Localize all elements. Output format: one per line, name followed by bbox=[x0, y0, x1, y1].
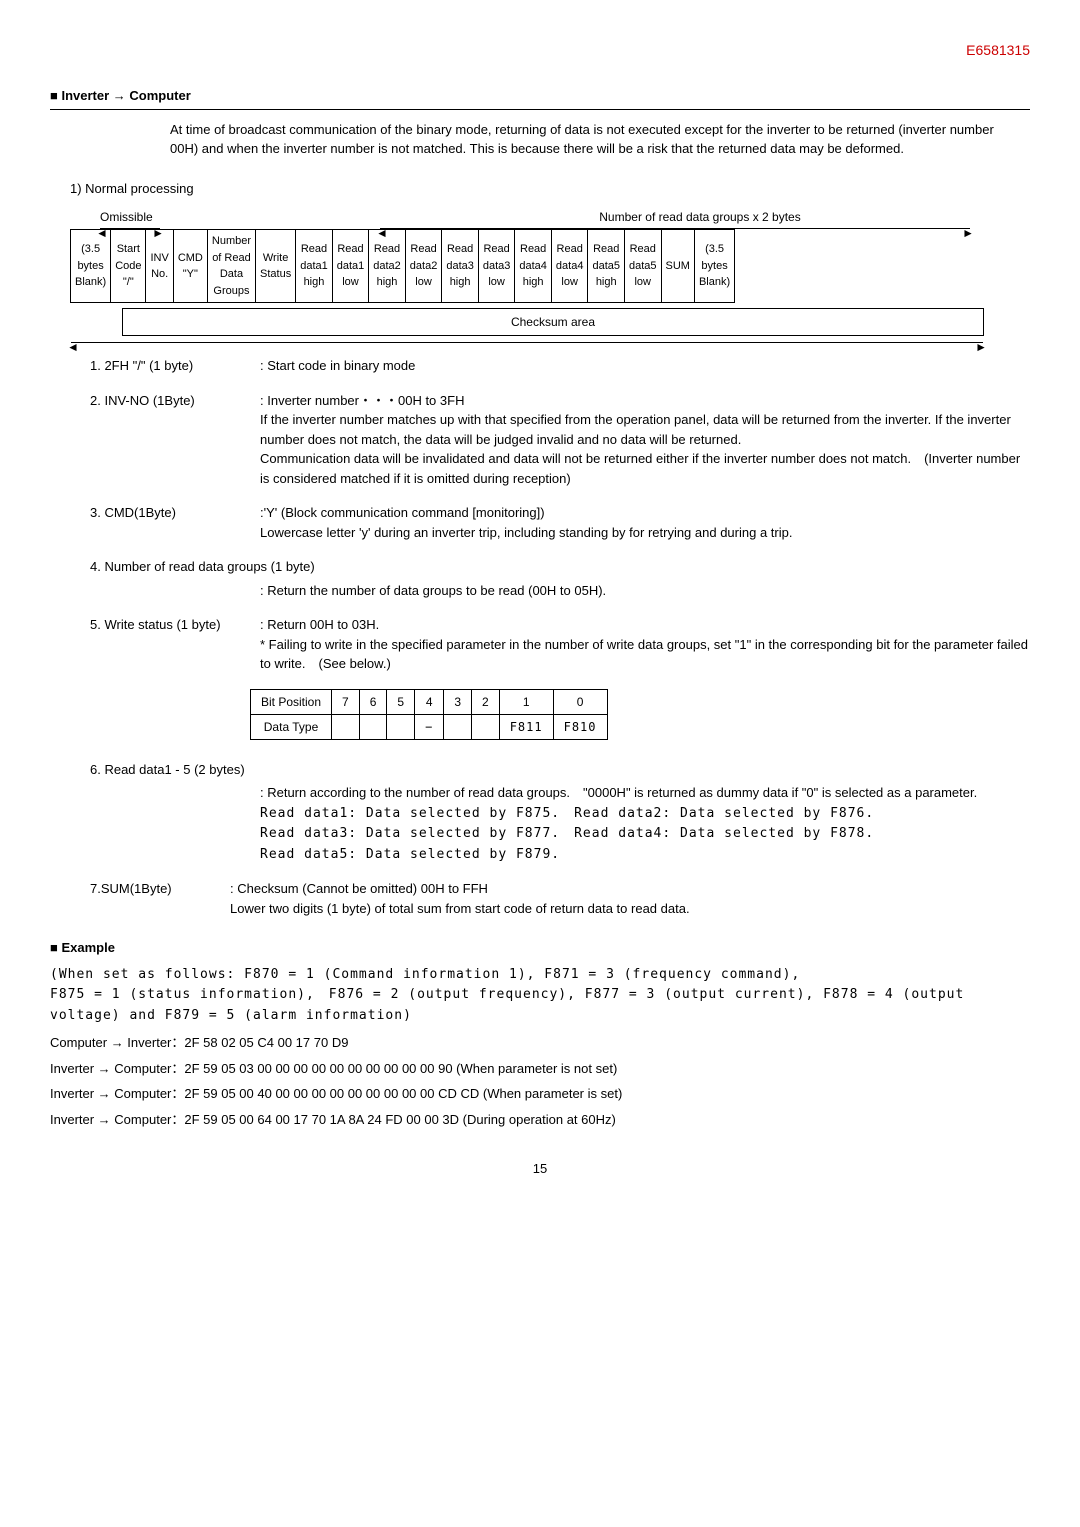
packet-cell: Read data1 low bbox=[332, 230, 369, 303]
bit-cell bbox=[359, 714, 387, 739]
def7-extra: Lower two digits (1 byte) of total sum f… bbox=[230, 899, 1030, 919]
example-line: Computer → Inverter：2F 58 02 05 C4 00 17… bbox=[50, 1033, 1030, 1053]
def6-content: : Return according to the number of read… bbox=[260, 783, 1030, 803]
bit-cell bbox=[472, 714, 500, 739]
bit-cell: 6 bbox=[359, 689, 387, 714]
bit-header: Data Type bbox=[251, 714, 332, 739]
def5-label: 5. Write status (1 byte) bbox=[90, 615, 260, 674]
section-title: ■ Inverter → Computer bbox=[50, 86, 1030, 106]
packet-cell: CMD "Y" bbox=[173, 230, 207, 303]
packet-diagram: Omissible ◄ ► Number of read data groups… bbox=[50, 208, 1030, 336]
def7-label: 7.SUM(1Byte) bbox=[90, 879, 230, 918]
bit-cell: F810 bbox=[553, 714, 607, 739]
intro-text: At time of broadcast communication of th… bbox=[170, 120, 1000, 159]
num-read-label: Number of read data groups x 2 bytes ◄ ► bbox=[370, 208, 1030, 229]
packet-cell: Read data2 low bbox=[405, 230, 442, 303]
bit-cell bbox=[444, 714, 472, 739]
checksum-label: Checksum area bbox=[511, 315, 595, 329]
packet-cell: Number of Read Data Groups bbox=[207, 230, 255, 303]
bit-cell: − bbox=[415, 714, 444, 739]
def2-label: 2. INV-NO (1Byte) bbox=[90, 391, 260, 489]
example-body: (When set as follows: F870 = 1 (Command … bbox=[50, 964, 1030, 1026]
def2-content: : Inverter number・・・00H to 3FH bbox=[260, 391, 1030, 411]
bit-header: Bit Position bbox=[251, 689, 332, 714]
bit-cell: 2 bbox=[472, 689, 500, 714]
def6-r1: Read data1: Data selected by F875. Read … bbox=[260, 803, 1030, 824]
def3-label: 3. CMD(1Byte) bbox=[90, 503, 260, 542]
example-line: Inverter → Computer：2F 59 05 00 40 00 00… bbox=[50, 1084, 1030, 1104]
def1-content: : Start code in binary mode bbox=[260, 356, 1030, 376]
def6-r2: Read data3: Data selected by F877. Read … bbox=[260, 823, 1030, 844]
definitions: 1. 2FH "/" (1 byte) : Start code in bina… bbox=[90, 356, 1030, 674]
bit-cell: 5 bbox=[387, 689, 415, 714]
packet-cell: (3.5 bytes Blank) bbox=[694, 230, 734, 303]
bit-table: Bit Position76543210 Data Type − F811F810 bbox=[250, 689, 608, 740]
packet-cell: Read data4 low bbox=[551, 230, 588, 303]
def3-extra: Lowercase letter 'y' during an inverter … bbox=[260, 523, 1030, 543]
def3-content: :'Y' (Block communication command [monit… bbox=[260, 503, 1030, 523]
bit-cell bbox=[387, 714, 415, 739]
def4-label: 4. Number of read data groups (1 byte) bbox=[90, 557, 1030, 577]
example-line: Inverter → Computer：2F 59 05 03 00 00 00… bbox=[50, 1059, 1030, 1079]
def5-content: : Return 00H to 03H. bbox=[260, 615, 1030, 635]
packet-cell: Read data5 high bbox=[588, 230, 625, 303]
omissible-label: Omissible ◄ ► bbox=[70, 208, 230, 229]
page-number: 15 bbox=[50, 1159, 1030, 1179]
def1-label: 1. 2FH "/" (1 byte) bbox=[90, 356, 260, 376]
def4-content: : Return the number of data groups to be… bbox=[260, 581, 1030, 601]
bit-cell: F811 bbox=[499, 714, 553, 739]
bit-cell: 1 bbox=[499, 689, 553, 714]
def6-r3: Read data5: Data selected by F879. bbox=[260, 844, 1030, 865]
bit-cell: 0 bbox=[553, 689, 607, 714]
packet-cell: Read data3 low bbox=[478, 230, 515, 303]
bit-cell: 7 bbox=[332, 689, 360, 714]
doc-id: E6581315 bbox=[50, 40, 1030, 61]
packet-table: (3.5 bytes Blank)Start Code "/"INV No.CM… bbox=[70, 229, 735, 303]
packet-cell: Read data5 low bbox=[624, 230, 661, 303]
example-lines: Computer → Inverter：2F 58 02 05 C4 00 17… bbox=[50, 1033, 1030, 1129]
divider bbox=[50, 109, 1030, 110]
bit-cell: 4 bbox=[415, 689, 444, 714]
def6-label: 6. Read data1 - 5 (2 bytes) bbox=[90, 760, 1030, 780]
def7-content: : Checksum (Cannot be omitted) 00H to FF… bbox=[230, 879, 1030, 899]
bit-cell: 3 bbox=[444, 689, 472, 714]
packet-cell: SUM bbox=[661, 230, 694, 303]
def5-extra: * Failing to write in the specified para… bbox=[260, 635, 1030, 674]
bit-cell bbox=[332, 714, 360, 739]
packet-cell: Read data4 high bbox=[515, 230, 552, 303]
packet-cell: Write Status bbox=[256, 230, 296, 303]
packet-cell: Read data1 high bbox=[296, 230, 333, 303]
definitions-cont: 6. Read data1 - 5 (2 bytes) : Return acc… bbox=[90, 760, 1030, 919]
packet-cell: Start Code "/" bbox=[111, 230, 146, 303]
normal-processing-heading: 1) Normal processing bbox=[70, 179, 1030, 199]
def2-extra: If the inverter number matches up with t… bbox=[260, 410, 1030, 488]
example-line: Inverter → Computer：2F 59 05 00 64 00 17… bbox=[50, 1110, 1030, 1130]
packet-cell: Read data3 high bbox=[442, 230, 479, 303]
example-heading: ■ Example bbox=[50, 938, 1030, 958]
